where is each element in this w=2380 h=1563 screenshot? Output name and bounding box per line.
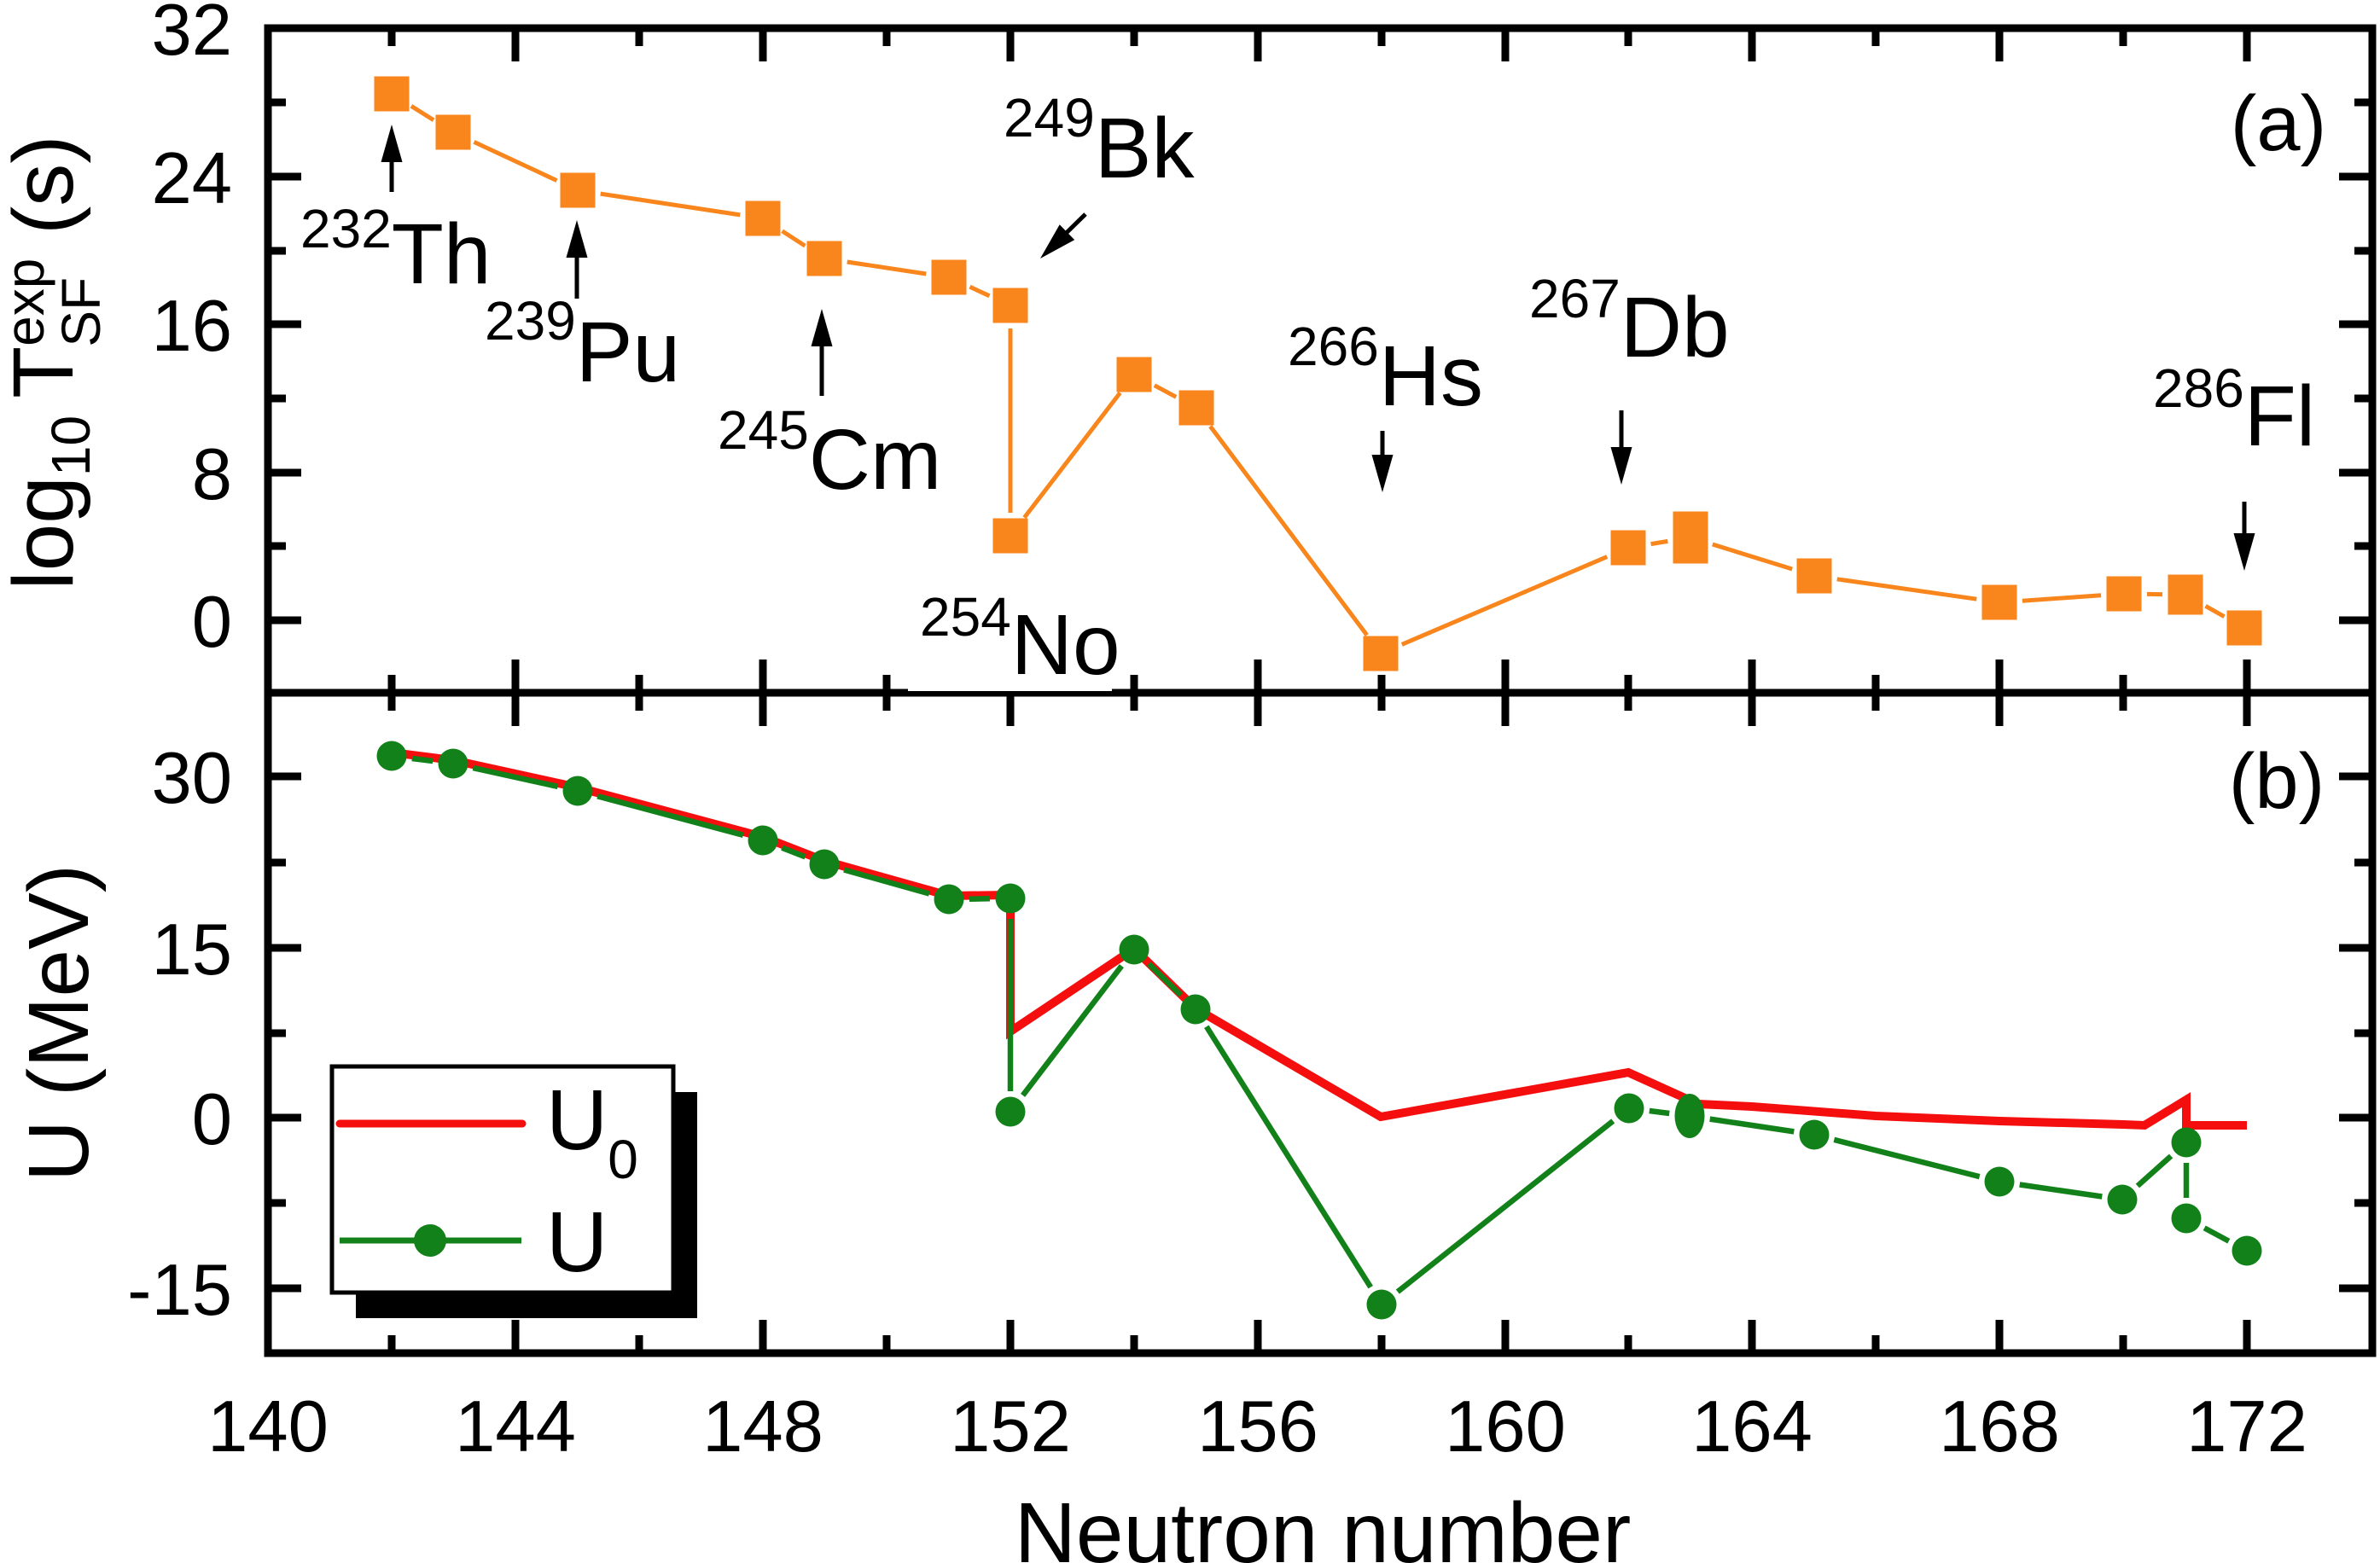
- svg-text:266Hs: 266Hs: [1288, 316, 1483, 424]
- svg-text:-15: -15: [127, 1250, 232, 1331]
- svg-text:Neutron number: Neutron number: [1015, 1485, 1632, 1563]
- svg-text:32: 32: [151, 0, 232, 71]
- svg-text:(a): (a): [2231, 80, 2326, 167]
- svg-text:152: 152: [950, 1386, 1071, 1467]
- svg-text:24: 24: [151, 138, 232, 219]
- svg-text:148: 148: [702, 1386, 823, 1467]
- svg-text:16: 16: [151, 286, 232, 367]
- svg-text:172: 172: [2186, 1386, 2307, 1467]
- svg-text:30: 30: [151, 738, 232, 819]
- svg-text:0: 0: [192, 582, 232, 663]
- svg-text:140: 140: [207, 1386, 329, 1467]
- svg-text:0: 0: [192, 1079, 232, 1160]
- svg-text:156: 156: [1197, 1386, 1318, 1467]
- svg-text:8: 8: [192, 434, 232, 515]
- svg-text:144: 144: [455, 1386, 576, 1467]
- svg-text:168: 168: [1939, 1386, 2060, 1467]
- svg-text:160: 160: [1445, 1386, 1566, 1467]
- svg-text:164: 164: [1691, 1386, 1813, 1467]
- svg-text:(b): (b): [2229, 738, 2325, 825]
- svg-text:15: 15: [151, 909, 232, 991]
- svg-text:U (MeV): U (MeV): [11, 864, 107, 1182]
- svg-text:U: U: [546, 1194, 608, 1290]
